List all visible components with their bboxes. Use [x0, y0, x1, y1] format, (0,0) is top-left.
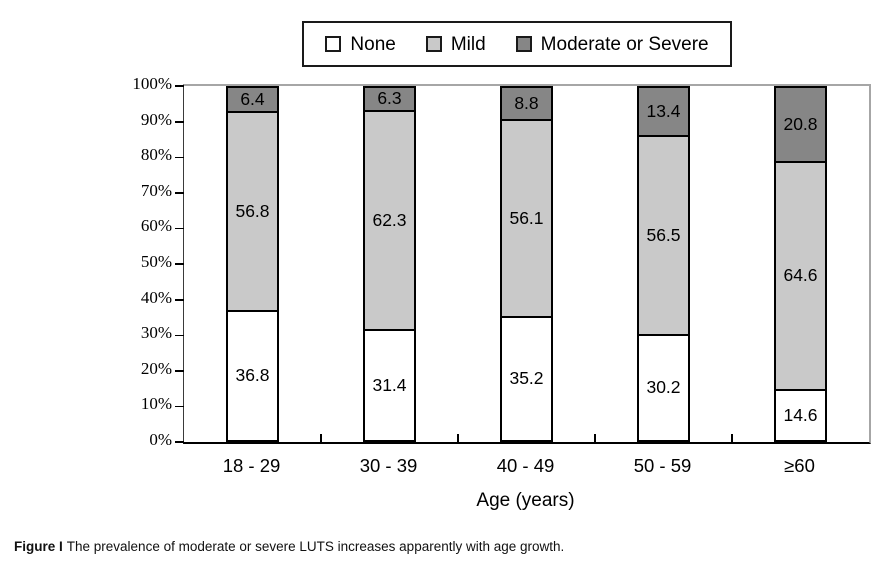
stacked-bar: 6.4 56.8 36.8 [226, 86, 279, 442]
y-axis-labels: 0% 10% 20% 30% 40% 50% 60% 70% 80% 90% 100% [0, 74, 172, 449]
x-axis-category-label: 40 - 49 [496, 455, 555, 476]
y-axis-tick-label: 60% [140, 216, 172, 236]
bar-value-label: 36.8 [235, 365, 270, 386]
y-axis-tick-label: 0% [149, 430, 172, 449]
bar-segment: 56.5 [639, 135, 688, 334]
bar-value-label: 56.5 [646, 224, 681, 245]
y-axis-tick [175, 192, 184, 194]
y-axis-tick-label: 80% [140, 145, 172, 165]
y-axis-tick-label: 40% [140, 287, 172, 307]
stacked-bar: 8.8 56.1 35.2 [500, 86, 553, 442]
bar-value-label: 14.6 [783, 404, 818, 425]
legend-swatch-icon [515, 36, 532, 52]
x-axis-title: Age (years) [476, 490, 575, 511]
bar-segment: 31.4 [365, 329, 414, 440]
x-axis-category-label: 50 - 59 [633, 455, 692, 476]
y-axis-tick-label: 10% [140, 394, 172, 414]
stacked-bar: 6.3 62.3 31.4 [363, 86, 416, 442]
bar-value-label: 30.2 [646, 377, 681, 398]
y-axis-tick [175, 405, 184, 408]
y-axis-tick [175, 120, 184, 123]
y-axis-tick-label: 30% [140, 323, 172, 343]
bar-segment: 6.3 [365, 88, 414, 111]
legend-swatch-icon [325, 36, 342, 52]
bar-value-label: 13.4 [646, 100, 681, 121]
y-axis-tick-label: 50% [140, 252, 172, 271]
bar-segment: 20.8 [776, 88, 825, 162]
y-axis-tick-label: 70% [140, 180, 172, 200]
x-axis-labels: 18 - 29 30 - 39 40 - 49 50 - 59 ≥60 [183, 454, 868, 478]
bar-value-label: 31.4 [372, 374, 407, 395]
y-axis-tick [175, 263, 184, 265]
stacked-bar: 13.4 56.5 30.2 [637, 86, 690, 442]
y-axis-tick-label: 100% [132, 74, 172, 93]
bar-segment: 56.8 [228, 110, 277, 311]
y-axis-tick [175, 85, 184, 87]
x-axis-tick [457, 434, 459, 442]
legend-swatch-icon [425, 36, 442, 52]
x-axis-category-label: 18 - 29 [222, 455, 281, 476]
bar-segment: 35.2 [502, 316, 551, 440]
legend-item: None [325, 33, 396, 55]
legend-label: None [350, 33, 396, 55]
bar-segment: 30.2 [639, 333, 688, 440]
y-axis-tick [175, 441, 184, 443]
bar-segment: 8.8 [502, 88, 551, 119]
bar-segment: 14.6 [776, 388, 825, 440]
figure-caption: Figure I The prevalence of moderate or se… [14, 538, 874, 556]
bar-segment: 13.4 [639, 88, 688, 136]
y-axis-tick-label: 90% [140, 109, 172, 129]
caption-text: The prevalence of moderate or severe LUT… [66, 539, 565, 554]
bar-value-label: 35.2 [509, 368, 544, 389]
x-axis-category-label: 30 - 39 [359, 455, 418, 476]
legend-item: Mild [425, 33, 486, 55]
bar-segment: 36.8 [228, 310, 277, 440]
x-axis-tick [594, 434, 596, 442]
y-axis-tick [175, 370, 184, 372]
legend-label: Mild [450, 33, 486, 55]
stacked-bar: 20.8 64.6 14.6 [774, 86, 827, 442]
bar-value-label: 62.3 [372, 210, 407, 231]
y-axis-tick [175, 334, 184, 337]
bar-segment: 6.4 [228, 88, 277, 111]
bar-value-label: 64.6 [783, 265, 818, 286]
x-axis-category-label: ≥60 [784, 455, 815, 476]
legend-label: Moderate or Severe [540, 33, 709, 55]
chart-legend: None Mild Moderate or Severe [302, 21, 732, 67]
bar-segment: 56.1 [502, 118, 551, 317]
bar-value-label: 8.8 [514, 92, 539, 113]
bar-value-label: 56.1 [509, 207, 544, 228]
legend-item: Moderate or Severe [515, 33, 709, 55]
x-axis-tick [320, 434, 322, 442]
plot-area: 6.4 56.8 36.8 6.3 62.3 31.4 8.8 56.1 35.2 13.4 56.… [175, 84, 871, 444]
bar-segment: 62.3 [365, 110, 414, 330]
bar-value-label: 56.8 [235, 200, 270, 221]
caption-label: Figure I [14, 539, 63, 554]
bar-value-label: 20.8 [783, 113, 818, 134]
bar-value-label: 6.4 [240, 88, 265, 109]
y-axis-tick [175, 227, 184, 230]
y-axis-tick [175, 298, 184, 301]
bar-segment: 64.6 [776, 161, 825, 389]
y-axis-tick [175, 156, 184, 159]
bar-value-label: 6.3 [377, 88, 402, 109]
y-axis-tick-label: 20% [140, 358, 172, 378]
x-axis-tick [731, 434, 733, 442]
